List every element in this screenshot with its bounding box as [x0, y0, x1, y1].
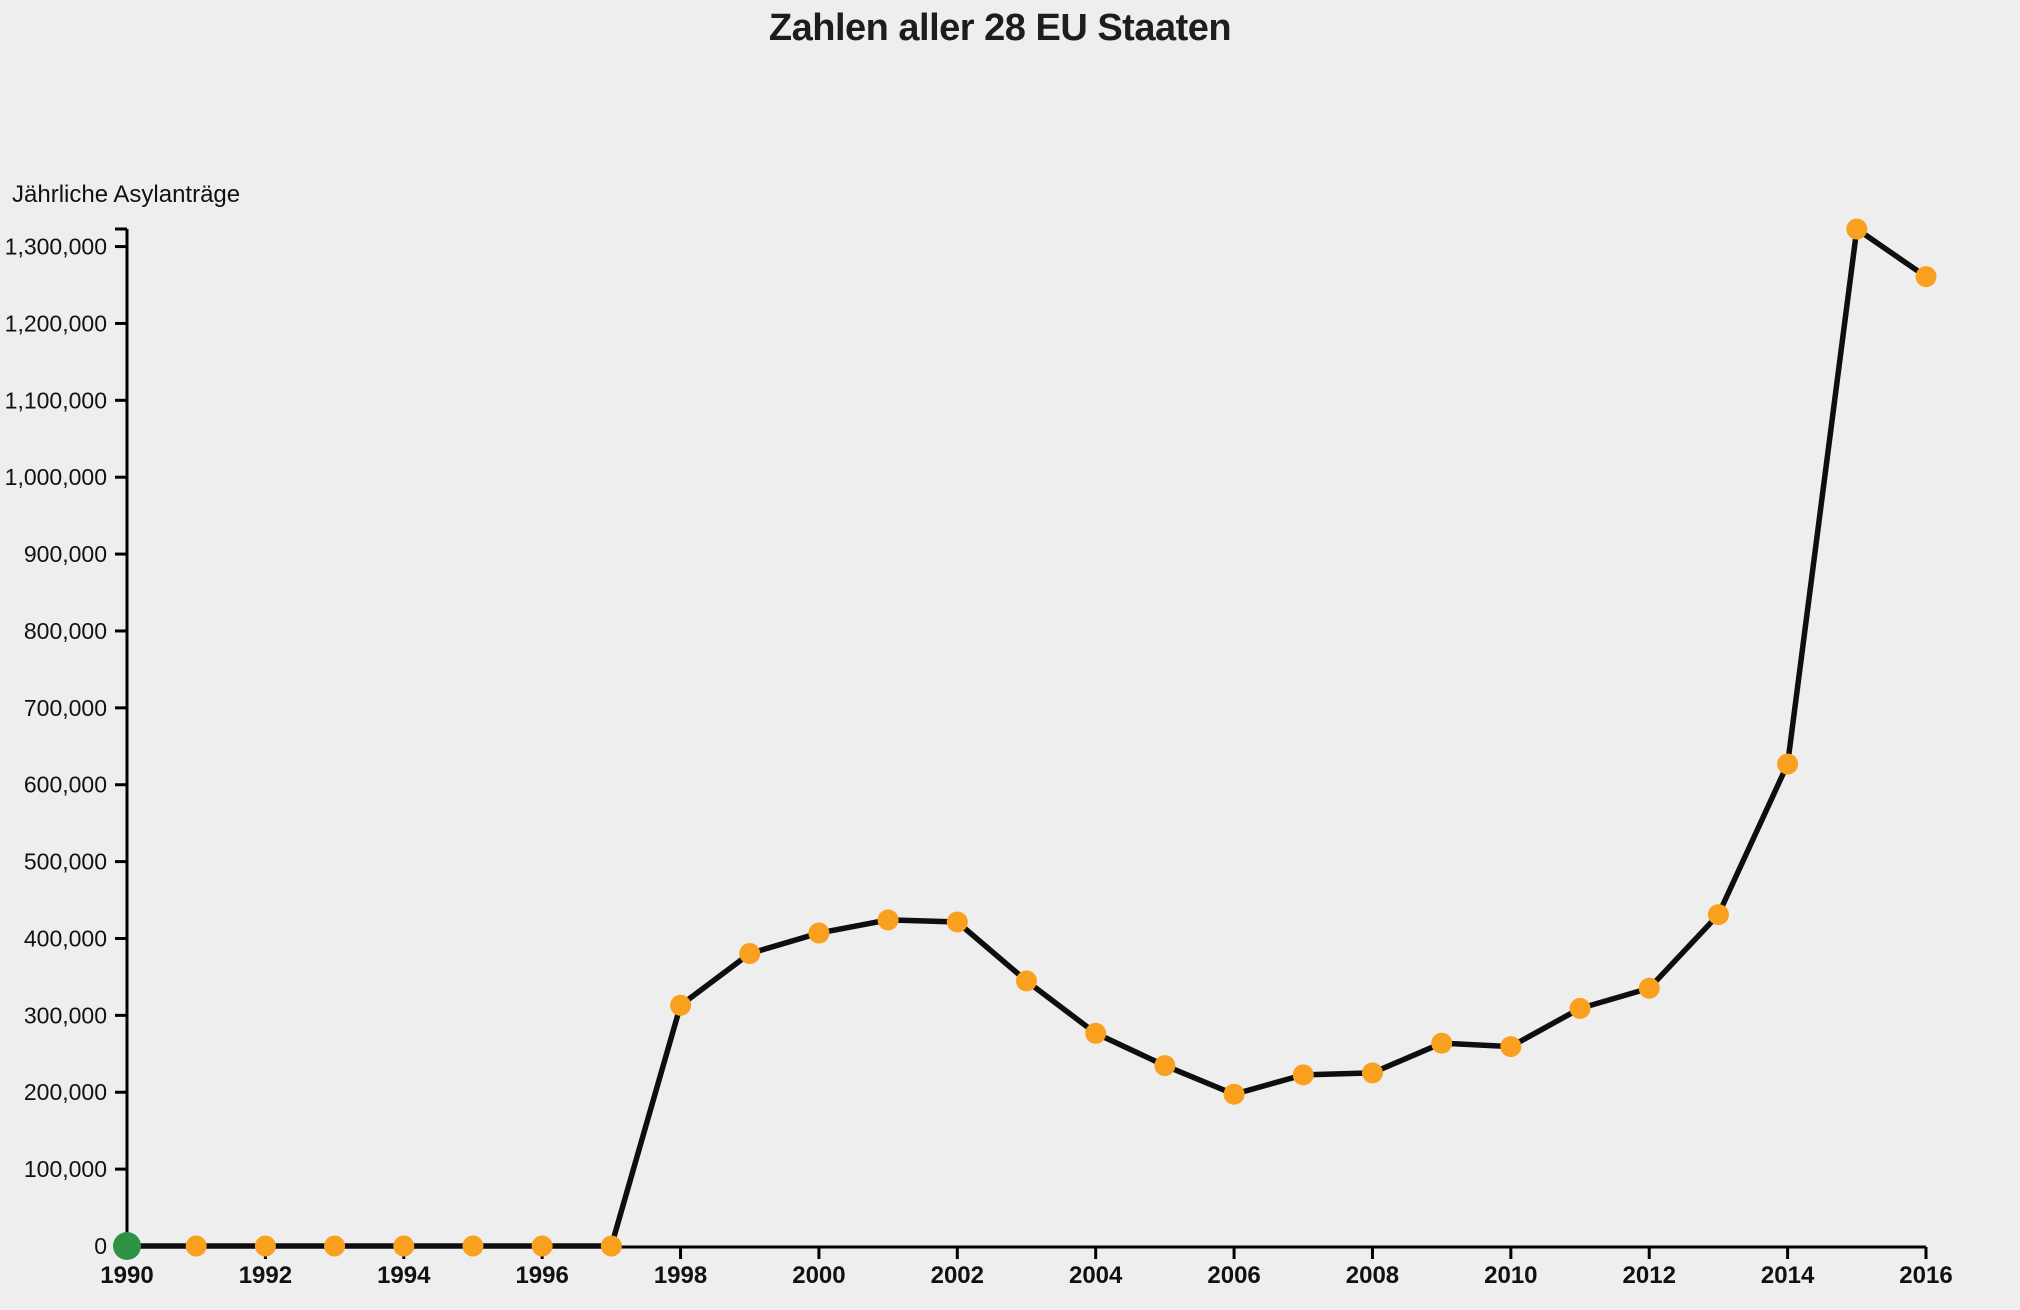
x-tick-label-2016: 2016	[1899, 1262, 1952, 1289]
data-point-2008[interactable]	[1361, 1062, 1383, 1084]
data-line	[127, 224, 1928, 1249]
y-tick-label-1100000: 1,100,000	[5, 387, 107, 413]
data-point-2001[interactable]	[877, 909, 899, 931]
data-point-2014[interactable]	[1777, 753, 1799, 775]
y-tick-label-600000: 600,000	[24, 772, 107, 798]
x-tick-label-1996: 1996	[515, 1262, 568, 1289]
x-tick-label-2010: 2010	[1484, 1262, 1537, 1289]
data-point-1998[interactable]	[670, 994, 692, 1016]
data-point-2010[interactable]	[1500, 1036, 1522, 1058]
data-point-1990[interactable]	[113, 1232, 141, 1260]
x-tick-label-2006: 2006	[1207, 1262, 1260, 1289]
data-point-2003[interactable]	[1016, 970, 1037, 992]
y-tick-label-1000000: 1,000,000	[5, 464, 107, 490]
chart-title: Zahlen aller 28 EU Staaten	[768, 7, 1232, 49]
y-axis-title: Jährliche Asylanträge	[12, 181, 241, 208]
y-tick-label-0: 0	[94, 1233, 107, 1259]
data-point-2016[interactable]	[1915, 266, 1937, 288]
x-tick-label-2002: 2002	[931, 1262, 984, 1289]
y-tick-label-100000: 100,000	[24, 1156, 107, 1182]
y-tick-label-800000: 800,000	[24, 618, 107, 644]
y-tick-label-1200000: 1,200,000	[5, 310, 107, 336]
data-point-2013[interactable]	[1707, 904, 1729, 926]
data-point-2011[interactable]	[1569, 997, 1591, 1019]
x-tick-label-1992: 1992	[239, 1262, 292, 1289]
x-tick-label-1990: 1990	[100, 1262, 153, 1289]
data-point-1995[interactable]	[462, 1235, 484, 1257]
data-point-1996[interactable]	[531, 1235, 553, 1257]
data-point-2015[interactable]	[1846, 218, 1868, 240]
y-tick-label-200000: 200,000	[24, 1079, 107, 1105]
x-tick-label-2000: 2000	[792, 1262, 845, 1289]
y-tick-label-700000: 700,000	[24, 695, 107, 721]
data-point-1991[interactable]	[185, 1235, 207, 1257]
data-point-2007[interactable]	[1292, 1064, 1314, 1086]
data-point-1994[interactable]	[393, 1235, 415, 1257]
x-tick-label-2004: 2004	[1069, 1262, 1123, 1289]
x-tick-label-2014: 2014	[1761, 1262, 1815, 1289]
y-tick-label-300000: 300,000	[24, 1002, 107, 1028]
x-tick-label-1998: 1998	[654, 1262, 707, 1289]
data-point-1999[interactable]	[739, 943, 761, 965]
data-point-1992[interactable]	[254, 1235, 276, 1257]
y-tick-label-400000: 400,000	[24, 925, 107, 951]
data-point-2012[interactable]	[1638, 977, 1660, 999]
data-point-2005[interactable]	[1154, 1055, 1176, 1077]
data-point-1993[interactable]	[324, 1235, 346, 1257]
data-point-2006[interactable]	[1223, 1083, 1245, 1105]
x-tick-label-2008: 2008	[1346, 1262, 1399, 1289]
data-point-2009[interactable]	[1431, 1032, 1453, 1054]
data-point-2000[interactable]	[808, 922, 830, 944]
x-tick-label-2012: 2012	[1623, 1262, 1676, 1289]
data-point-1997[interactable]	[600, 1235, 622, 1257]
y-tick-label-900000: 900,000	[24, 541, 107, 567]
y-tick-label-500000: 500,000	[24, 849, 107, 875]
x-tick-label-1994: 1994	[377, 1262, 431, 1289]
y-tick-label-1300000: 1,300,000	[5, 234, 107, 260]
data-point-2004[interactable]	[1085, 1022, 1107, 1044]
data-point-2002[interactable]	[946, 911, 968, 933]
